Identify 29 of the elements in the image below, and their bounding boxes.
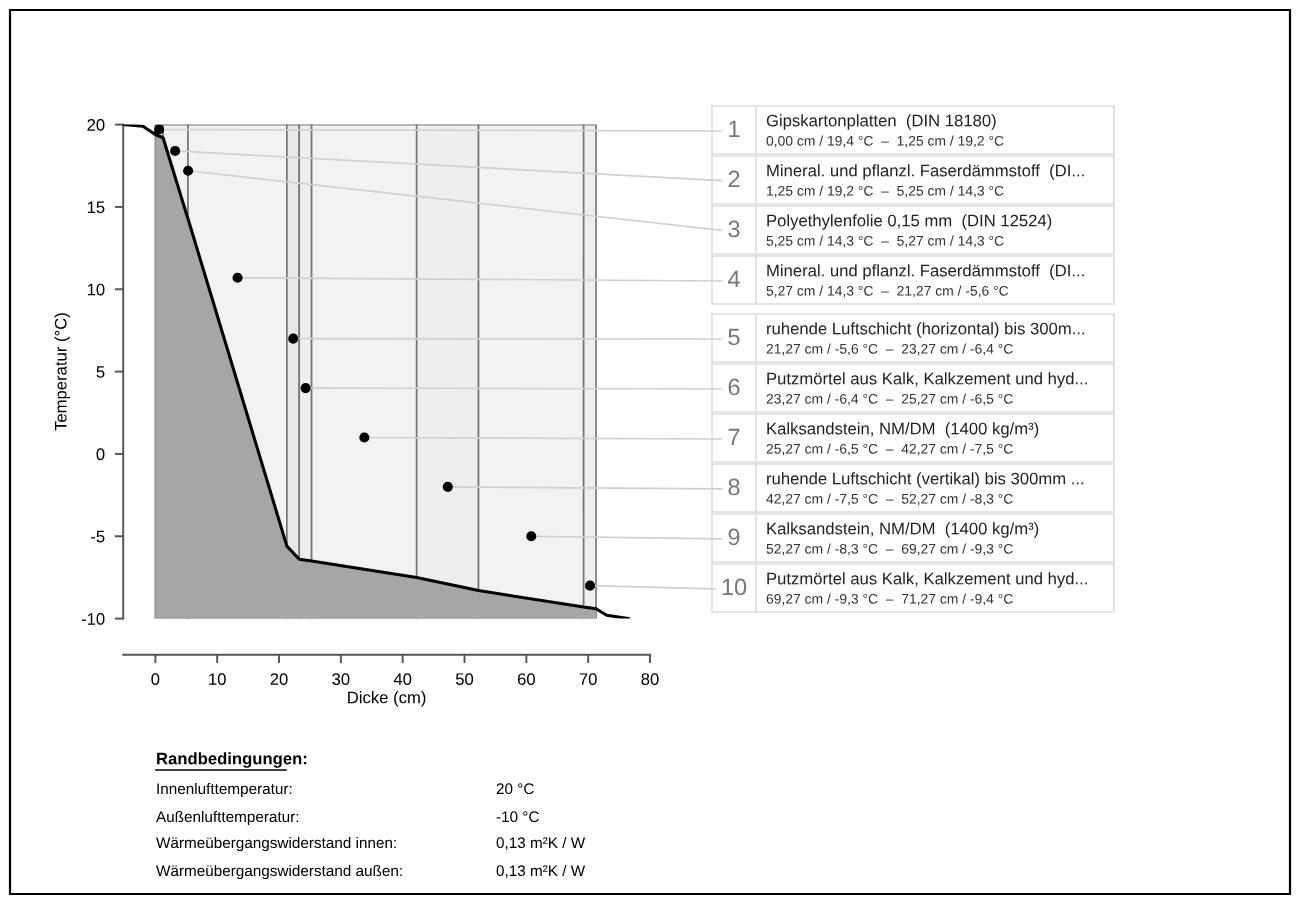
x-tick-label: 0 [151, 673, 160, 686]
y-tick-label: -10 [81, 613, 105, 625]
y-tick-label: -5 [91, 530, 105, 543]
text: Randbedingungen: [157, 752, 307, 768]
annotation: 6 [728, 378, 740, 396]
y-tick-label: 10 [87, 283, 105, 296]
x-axis-title: Dicke (cm) [348, 691, 426, 707]
annotation: 7 [728, 428, 740, 446]
annotation: 3 [728, 220, 740, 238]
annotation: 8 [728, 478, 740, 496]
y-tick-label: 15 [87, 201, 105, 214]
annotation: 2 [728, 170, 740, 188]
y-axis-title: Temperatur (°C) [54, 313, 70, 431]
annotation: 10 [722, 578, 747, 596]
y-tick-label: 5 [96, 366, 105, 378]
y-tick-label: 20 [87, 119, 105, 131]
x-tick-label: 70 [579, 673, 597, 686]
x-tick-label: 40 [393, 673, 412, 686]
x-tick-label: 10 [209, 673, 226, 686]
x-tick-label: 30 [332, 673, 350, 686]
annotation: 5 [728, 328, 740, 346]
y-tick-label: 0 [96, 448, 105, 461]
x-tick-label: 50 [455, 673, 474, 686]
x-tick-label: 80 [641, 673, 659, 686]
x-tick-label: 20 [270, 673, 288, 686]
annotation: 9 [728, 528, 740, 546]
annotation: 1 [729, 120, 740, 138]
annotation: 4 [727, 270, 740, 288]
x-tick-label: 60 [517, 673, 535, 686]
